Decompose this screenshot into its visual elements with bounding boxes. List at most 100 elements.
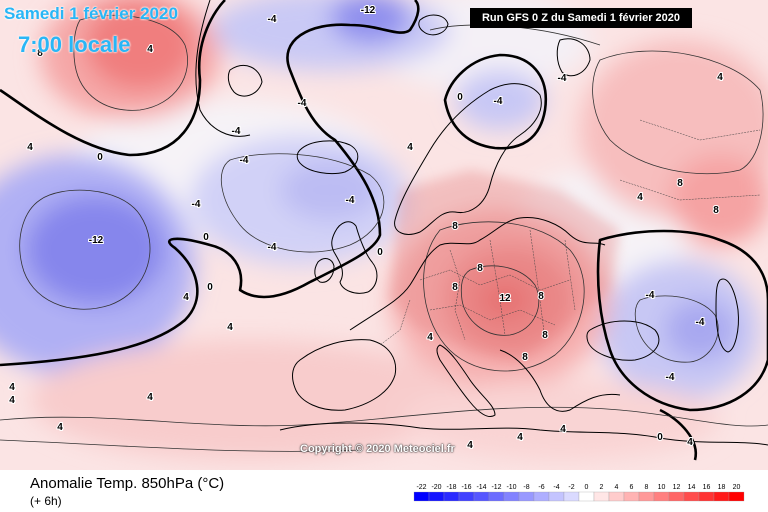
scale-color-swatch bbox=[473, 491, 490, 502]
contour-label: 4 bbox=[637, 192, 643, 203]
contour-label: 12 bbox=[499, 293, 511, 304]
scale-tick-label: 0 bbox=[585, 484, 589, 491]
scale-color-swatch bbox=[638, 491, 655, 502]
contour-label: -4 bbox=[696, 317, 705, 328]
scale-color-swatch bbox=[548, 491, 565, 502]
contour-label: 0 bbox=[657, 432, 663, 443]
contour-label: -4 bbox=[298, 98, 307, 109]
scale-tick-label: 10 bbox=[658, 484, 666, 491]
contour-label: -4 bbox=[666, 372, 675, 383]
contour-label: -12 bbox=[361, 5, 376, 16]
contour-label: 0 bbox=[203, 232, 209, 243]
scale-color-swatch bbox=[428, 491, 445, 502]
contour-label: 4 bbox=[147, 392, 153, 403]
copyright-text: Copyright © 2020 Meteociel.fr bbox=[300, 443, 455, 455]
contour-label: -4 bbox=[494, 96, 503, 107]
scale-tick-label: -6 bbox=[538, 484, 544, 491]
contour-label: 4 bbox=[57, 422, 63, 433]
contour-label: -12 bbox=[89, 235, 104, 246]
scale-color-swatch bbox=[668, 491, 685, 502]
contour-label: 8 bbox=[538, 291, 544, 302]
zero-isolines bbox=[0, 0, 768, 461]
scale-tick-label: -20 bbox=[431, 484, 441, 491]
contour-label: 4 bbox=[560, 424, 566, 435]
contour-label: 0 bbox=[457, 92, 463, 103]
coastlines bbox=[195, 0, 768, 446]
contour-label: -4 bbox=[192, 199, 201, 210]
contour-label: 8 bbox=[452, 221, 458, 232]
anomaly-isolines bbox=[0, 14, 768, 452]
contour-label: -4 bbox=[646, 290, 655, 301]
scale-color-swatch bbox=[593, 491, 610, 502]
scale-color-swatch bbox=[713, 491, 730, 502]
contour-label: -4 bbox=[232, 126, 241, 137]
scale-tick-label: -2 bbox=[568, 484, 574, 491]
contour-label: -4 bbox=[240, 155, 249, 166]
scale-tick-label: 18 bbox=[718, 484, 726, 491]
contour-label: 4 bbox=[147, 44, 153, 55]
scale-tick-label: -18 bbox=[446, 484, 456, 491]
scale-color-swatch bbox=[623, 491, 640, 502]
contour-label: -4 bbox=[268, 14, 277, 25]
scale-color-swatch bbox=[503, 491, 520, 502]
scale-color-swatch bbox=[608, 491, 625, 502]
scale-color-swatch bbox=[653, 491, 670, 502]
scale-color-swatch bbox=[488, 491, 505, 502]
scale-color-swatch bbox=[518, 491, 535, 502]
contour-label: 4 bbox=[9, 395, 15, 406]
scale-color-swatch bbox=[443, 491, 460, 502]
scale-tick-label: 4 bbox=[615, 484, 619, 491]
contour-label: 8 bbox=[452, 282, 458, 293]
contour-label: -4 bbox=[558, 73, 567, 84]
forecast-date-title: Samedi 1 février 2020 bbox=[4, 4, 178, 23]
contour-label: 8 bbox=[522, 352, 528, 363]
scale-color-swatch bbox=[563, 491, 580, 502]
scale-color-swatch bbox=[458, 491, 475, 502]
contour-label: -4 bbox=[346, 195, 355, 206]
scale-color-swatch bbox=[533, 491, 550, 502]
scale-tick-label: 8 bbox=[645, 484, 649, 491]
legend-title: Anomalie Temp. 850hPa (°C) bbox=[30, 475, 225, 492]
contour-label: 4 bbox=[407, 142, 413, 153]
color-scale: -22 -20 -18 -16 -14 -12 -10 -8 -6 -4 -2 0 2 4 6 8 10 12 14… bbox=[413, 484, 745, 502]
contour-label: 4 bbox=[183, 292, 189, 303]
scale-tick-label: -14 bbox=[476, 484, 486, 491]
scale-color-swatch bbox=[728, 491, 745, 502]
scale-color-swatch bbox=[683, 491, 700, 502]
legend-footer: Anomalie Temp. 850hPa (°C) (+ 6h) bbox=[0, 470, 768, 512]
scale-color-swatch bbox=[698, 491, 715, 502]
contour-label: 8 bbox=[677, 178, 683, 189]
scale-tick-label: 12 bbox=[673, 484, 681, 491]
contour-label: 4 bbox=[427, 332, 433, 343]
scale-tick-label: 16 bbox=[703, 484, 711, 491]
country-borders bbox=[379, 119, 761, 346]
contour-label: 8 bbox=[542, 330, 548, 341]
contour-label: 8 bbox=[37, 48, 43, 59]
temperature-anomaly-map: -12 -12 12 -4 -4 -4 -4 -4 -4 -4 -4 -4 -4 -4 -4 0 0 0 0 0 0 4 4… bbox=[0, 0, 768, 470]
contour-label: 4 bbox=[227, 322, 233, 333]
scale-tick-label: -8 bbox=[523, 484, 529, 491]
contour-label: 4 bbox=[27, 142, 33, 153]
land-areas bbox=[390, 170, 620, 360]
scale-tick-label: -10 bbox=[506, 484, 516, 491]
contour-label: 4 bbox=[517, 432, 523, 443]
contour-label: 8 bbox=[477, 263, 483, 274]
contour-label: 0 bbox=[97, 152, 103, 163]
contour-label: 0 bbox=[207, 282, 213, 293]
contour-label: 4 bbox=[9, 382, 15, 393]
legend-subtitle: (+ 6h) bbox=[30, 494, 62, 508]
model-run-label: Run GFS 0 Z du Samedi 1 février 2020 bbox=[470, 8, 692, 28]
scale-color-swatch bbox=[413, 491, 430, 502]
scale-tick-label: 14 bbox=[688, 484, 696, 491]
scale-tick-label: -4 bbox=[553, 484, 559, 491]
contour-label: 8 bbox=[713, 205, 719, 216]
scale-tick-label: 2 bbox=[600, 484, 604, 491]
contour-label: 4 bbox=[687, 437, 693, 448]
contour-labels: -12 -12 12 -4 -4 -4 -4 -4 -4 -4 -4 -4 -4 -4 -4 0 0 0 0 0 0 4 4… bbox=[8, 4, 724, 452]
contour-label: 4 bbox=[467, 440, 473, 451]
forecast-time-title: 7:00 locale bbox=[18, 32, 131, 57]
scale-tick-label: -16 bbox=[461, 484, 471, 491]
scale-tick-label: 6 bbox=[630, 484, 634, 491]
contour-label: -4 bbox=[268, 242, 277, 253]
